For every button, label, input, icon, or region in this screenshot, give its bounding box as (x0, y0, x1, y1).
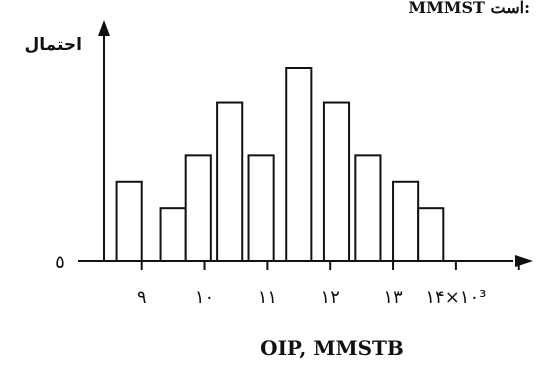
x-axis-label: OIP, MMSTB (260, 336, 404, 360)
histogram-bar-6 (285, 67, 313, 262)
histogram-bar-7 (322, 101, 351, 263)
ticks-layer: ٩ ١٠ ١١ ١٢ ١٣ ١۴×١٠³ (137, 261, 520, 308)
bars-layer (115, 67, 445, 263)
histogram-bar-10 (417, 207, 445, 262)
x-tick-label-6: ١۴×١٠³ (425, 287, 486, 308)
y-axis-label: احتمال (24, 35, 82, 55)
histogram-bar-2 (159, 207, 187, 262)
x-tick-label-1: ٩ (137, 287, 147, 308)
x-tick-label-4: ١٢ (321, 287, 340, 308)
y-axis-arrow (98, 20, 110, 36)
histogram-bar-1 (115, 180, 143, 262)
histogram-bar-8 (354, 154, 382, 262)
cut-title-fragment: MMMST است: (408, 0, 530, 17)
x-tick-label-2: ١٠ (195, 287, 214, 308)
x-tick-label-5: ١٣ (383, 287, 403, 308)
x-axis-arrow (515, 255, 533, 267)
histogram-bar-3 (184, 154, 212, 262)
histogram-bar-5 (247, 154, 275, 262)
histogram-bar-4 (216, 101, 244, 263)
y-origin-label: ٥ (55, 252, 65, 273)
x-tick-label-3: ١١ (258, 287, 277, 308)
histogram-bar-9 (392, 180, 420, 262)
